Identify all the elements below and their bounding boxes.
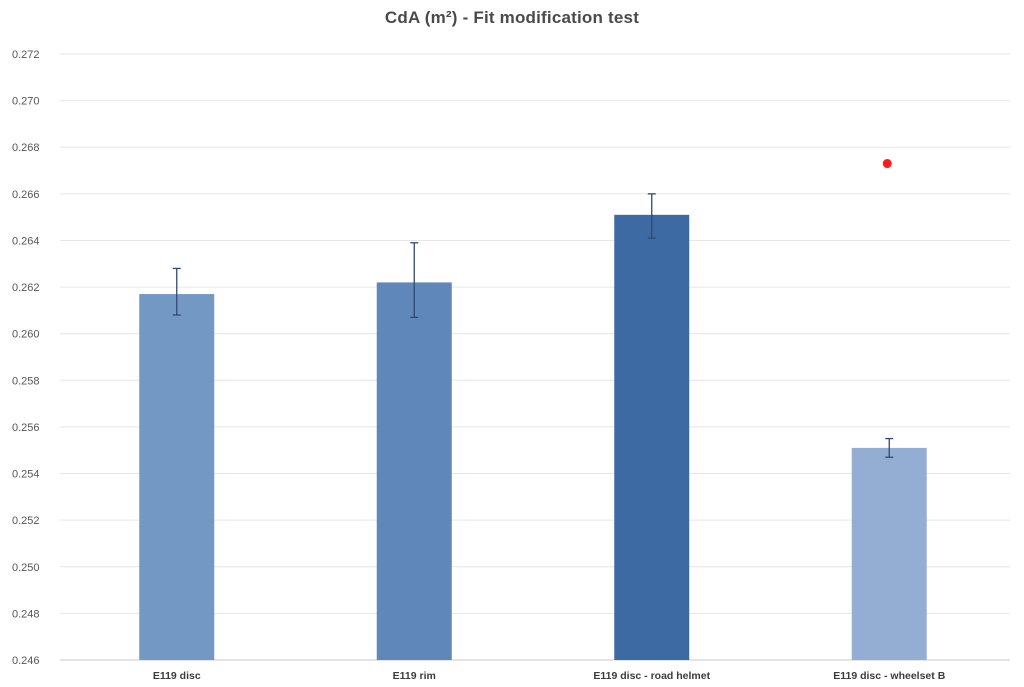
annotation-layer bbox=[882, 159, 892, 169]
y-tick-label: 0.246 bbox=[12, 655, 40, 667]
y-tick-label: 0.266 bbox=[12, 189, 40, 201]
chart-title: CdA (m²) - Fit modification test bbox=[384, 8, 640, 27]
y-tick-label: 0.256 bbox=[12, 422, 40, 434]
y-tick-label: 0.262 bbox=[12, 282, 40, 294]
category-label: E119 disc bbox=[153, 670, 201, 682]
y-tick-label: 0.260 bbox=[12, 329, 40, 341]
label-layer: 0.246 0.248 0.250 0.252 0.254 0.256 0.258 0.260… bbox=[12, 49, 946, 682]
annotation-point bbox=[882, 159, 892, 169]
y-tick-label: 0.254 bbox=[12, 469, 40, 481]
bar-4 bbox=[851, 447, 927, 660]
y-tick-label: 0.264 bbox=[12, 235, 40, 247]
y-tick-label: 0.248 bbox=[12, 608, 40, 620]
y-tick-label: 0.258 bbox=[12, 375, 40, 387]
y-tick-label: 0.270 bbox=[12, 96, 40, 108]
category-label: E119 rim bbox=[393, 670, 436, 682]
category-label: E119 disc - road helmet bbox=[593, 670, 710, 682]
bar-1 bbox=[139, 294, 215, 660]
grid-layer bbox=[60, 53, 1010, 661]
bar-3 bbox=[614, 214, 690, 661]
y-tick-label: 0.252 bbox=[12, 515, 40, 527]
bar-2 bbox=[376, 282, 452, 660]
y-tick-label: 0.272 bbox=[12, 49, 40, 61]
category-label: E119 disc - wheelset B bbox=[833, 670, 945, 682]
error-bar-layer bbox=[172, 193, 894, 458]
y-tick-label: 0.250 bbox=[12, 562, 40, 574]
y-tick-label: 0.268 bbox=[12, 142, 40, 154]
bar-layer bbox=[139, 214, 927, 661]
